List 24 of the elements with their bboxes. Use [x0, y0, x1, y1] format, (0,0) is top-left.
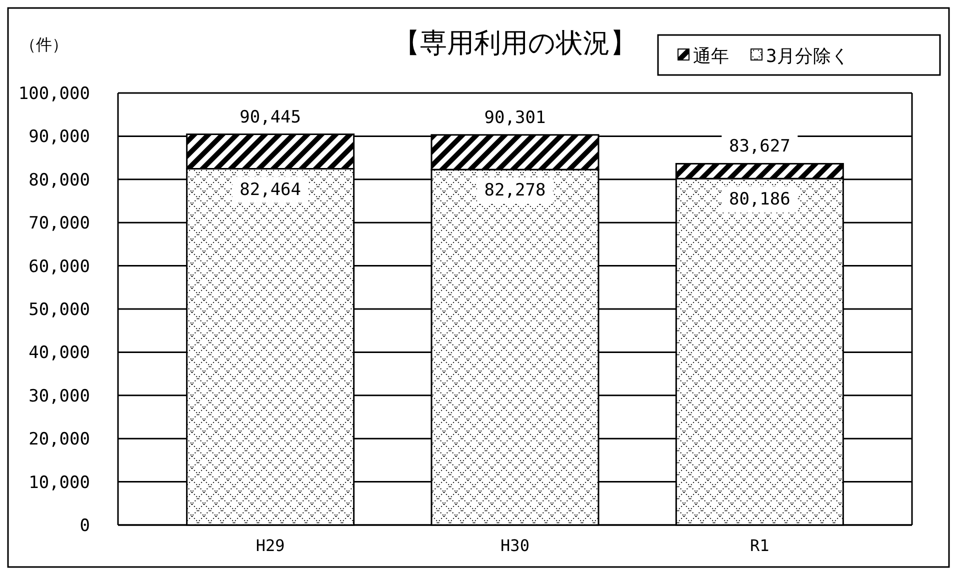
y-tick-label: 10,000 [28, 472, 90, 493]
total-label: 83,627 [728, 136, 790, 157]
data-label: 80,186 [728, 190, 790, 210]
legend-label: 3月分除く [766, 46, 849, 67]
y-tick-label: 50,000 [28, 300, 90, 320]
y-tick-label: 20,000 [28, 430, 90, 450]
data-label: 82,278 [484, 180, 546, 201]
chart-title: 【専用利用の状況】 [393, 28, 637, 59]
y-tick-label: 100,000 [18, 84, 90, 104]
total-label: 90,301 [484, 108, 546, 128]
x-tick-label: R1 [750, 536, 770, 555]
x-tick-label: H29 [256, 536, 285, 555]
y-tick-label: 70,000 [28, 214, 90, 234]
x-tick-label: H30 [500, 536, 530, 555]
y-axis-title: （件） [20, 35, 68, 54]
y-tick-label: 90,000 [28, 127, 90, 148]
legend-label: 通年 [693, 46, 729, 67]
y-tick-label: 30,000 [28, 386, 90, 406]
y-tick-label: 0 [80, 516, 90, 536]
total-label: 90,445 [240, 107, 302, 128]
data-label: 82,464 [240, 180, 302, 200]
y-tick-label: 80,000 [28, 170, 90, 190]
y-tick-label: 40,000 [28, 343, 90, 364]
y-tick-label: 60,000 [28, 256, 90, 277]
